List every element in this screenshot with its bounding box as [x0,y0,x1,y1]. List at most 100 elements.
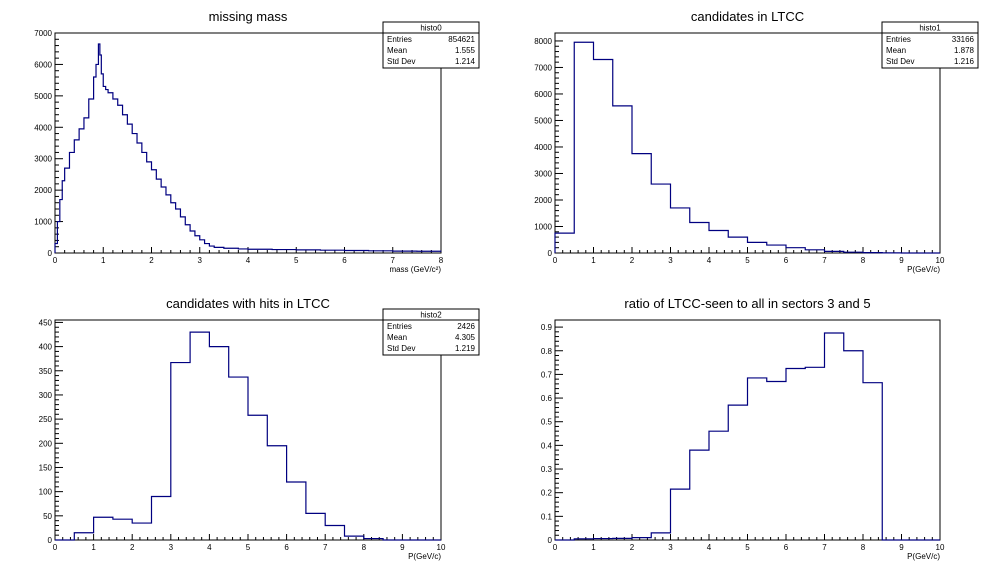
x-tick-label: 7 [822,543,827,552]
x-tick-label: 2 [630,256,635,265]
y-tick-label: 150 [39,463,53,472]
stats-row-label: Mean [387,46,407,55]
x-tick-label: 2 [149,256,154,265]
histogram-series-0 [554,41,940,254]
stats-row-value: 1.214 [455,57,476,66]
stats-row-value: 2426 [457,322,475,331]
chart-panel-2: candidates with hits in LTCC 0 1 2 3 4 5 6 7 8 9 10… [39,296,480,561]
stats-box: histo1 Entries 33166 Mean 1.878 Std Dev 1.216 [881,21,979,69]
x-axis-label: P(GeV/c) [408,552,441,561]
x-tick-label: 5 [745,543,750,552]
y-tick-label: 0 [48,536,53,545]
x-tick-label: 8 [861,543,866,552]
x-axis-label: P(GeV/c) [907,265,940,274]
x-tick-label: 8 [362,543,367,552]
x-tick-label: 10 [936,543,945,552]
x-tick-label: 5 [745,256,750,265]
y-tick-label: 0.4 [541,441,553,450]
y-tick-label: 450 [39,318,53,327]
y-tick-label: 400 [39,343,53,352]
x-tick-label: 0 [53,256,58,265]
y-tick-label: 4000 [534,143,552,152]
y-tick-label: 0 [548,536,553,545]
x-tick-label: 4 [707,256,712,265]
stats-row-label: Std Dev [387,57,415,66]
stats-row-label: Mean [387,333,407,342]
x-tick-label: 9 [400,543,405,552]
y-tick-label: 0.5 [541,418,553,427]
x-tick-label: 1 [591,543,596,552]
y-tick-label: 7000 [534,63,552,72]
y-tick-label: 0.9 [541,323,553,332]
y-tick-label: 100 [39,488,53,497]
x-tick-label: 6 [342,256,347,265]
y-tick-label: 1000 [34,218,52,227]
stats-box-frame [382,308,480,356]
stats-row-label: Mean [886,46,906,55]
stats-row-value: 1.219 [455,344,476,353]
x-tick-label: 5 [246,543,251,552]
y-tick-label: 0.7 [541,370,553,379]
x-tick-label: 10 [936,256,945,265]
stats-box-name: histo1 [919,24,941,33]
y-tick-label: 0 [548,249,553,258]
x-tick-label: 2 [130,543,135,552]
x-tick-label: 4 [707,543,712,552]
chart-panel-3: ratio of LTCC-seen to all in sectors 3 a… [541,296,945,561]
stats-row-label: Entries [387,35,412,44]
x-tick-label: 1 [101,256,106,265]
stats-row-value: 1.878 [954,46,975,55]
y-tick-label: 2000 [534,196,552,205]
y-tick-label: 0.1 [541,512,553,521]
y-tick-label: 0.3 [541,465,553,474]
y-tick-label: 7000 [34,29,52,38]
y-tick-label: 350 [39,367,53,376]
y-tick-label: 1000 [534,222,552,231]
y-tick-label: 0 [48,249,53,258]
x-tick-label: 7 [822,256,827,265]
stats-row-value: 1.555 [455,46,476,55]
x-axis-label: P(GeV/c) [907,552,940,561]
y-tick-label: 5000 [534,116,552,125]
stats-box-name: histo2 [420,311,442,320]
x-tick-label: 9 [899,256,904,265]
chart-title: ratio of LTCC-seen to all in sectors 3 a… [624,296,870,311]
y-tick-label: 300 [39,391,53,400]
x-tick-label: 4 [246,256,251,265]
x-tick-label: 0 [553,256,558,265]
x-tick-label: 3 [169,543,174,552]
x-tick-label: 1 [591,256,596,265]
x-tick-label: 7 [323,543,328,552]
chart-panel-0: missing mass 0 1 2 3 4 5 6 7 8 0 1000 2000 3000 4000 50… [34,9,480,274]
y-tick-label: 0.8 [541,347,553,356]
x-tick-label: 5 [294,256,299,265]
stats-row-value: 33166 [952,35,975,44]
y-tick-label: 6000 [34,60,52,69]
y-tick-label: 8000 [534,37,552,46]
stats-box: histo0 Entries 854621 Mean 1.555 Std Dev 1.214 [382,21,480,69]
x-tick-label: 3 [198,256,203,265]
stats-box-name: histo0 [420,24,442,33]
x-tick-label: 3 [668,543,673,552]
chart-panel-1: candidates in LTCC 0 1 2 3 4 5 6 7 8 9 10 0 1000 2000 3… [534,9,979,274]
x-tick-label: 9 [899,543,904,552]
x-tick-label: 6 [784,543,789,552]
y-tick-label: 3000 [34,155,52,164]
x-tick-label: 4 [207,543,212,552]
x-tick-label: 10 [437,543,446,552]
x-tick-label: 8 [439,256,444,265]
chart-title: candidates in LTCC [691,9,804,24]
stats-row-label: Std Dev [387,344,415,353]
histogram-series-0 [555,332,940,541]
y-tick-label: 0.6 [541,394,553,403]
y-tick-label: 6000 [534,90,552,99]
y-tick-label: 200 [39,439,53,448]
y-tick-label: 4000 [34,123,52,132]
x-tick-label: 8 [861,256,866,265]
stats-box-frame [881,21,979,69]
x-tick-label: 7 [391,256,396,265]
y-tick-label: 250 [39,415,53,424]
y-tick-label: 2000 [34,186,52,195]
y-tick-label: 0.2 [541,489,553,498]
